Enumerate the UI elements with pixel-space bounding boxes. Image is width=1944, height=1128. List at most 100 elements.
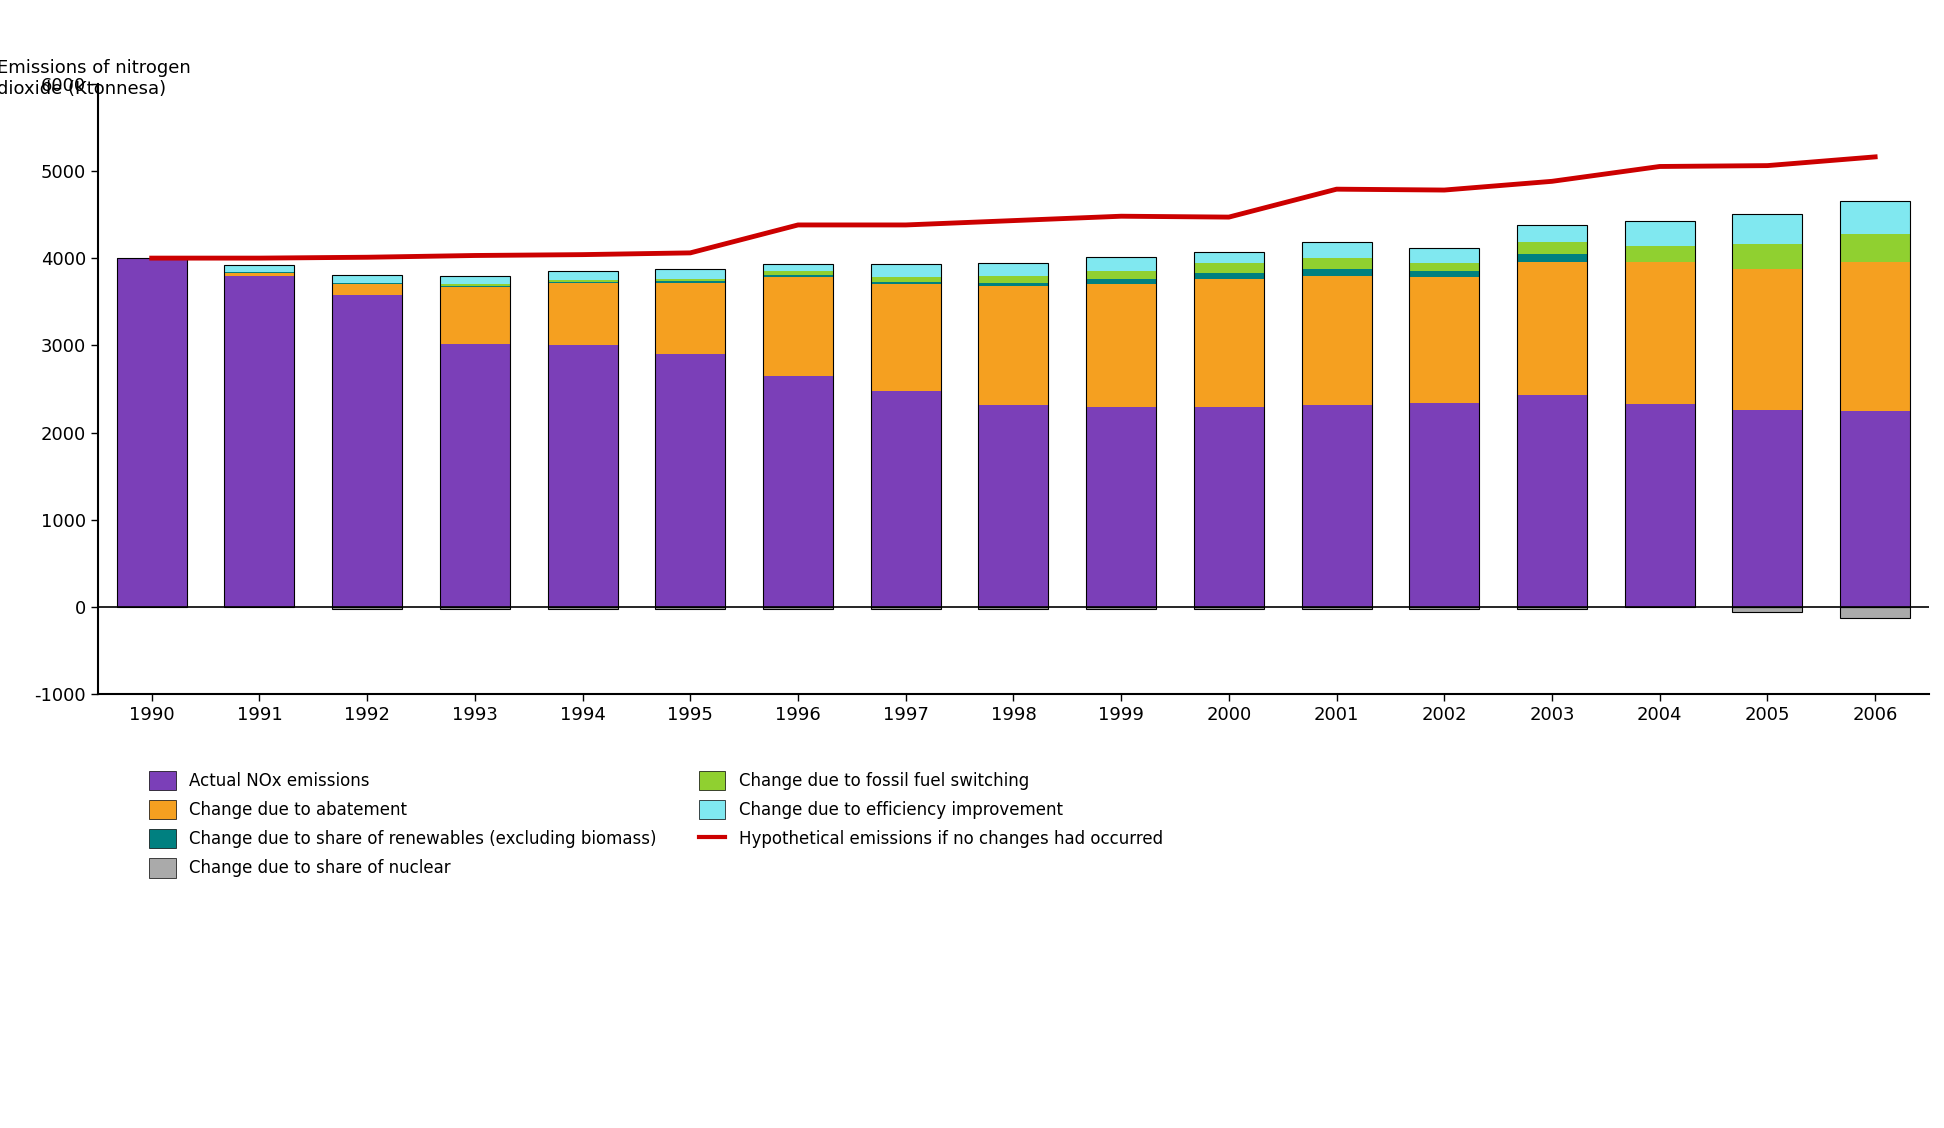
- Bar: [1841, 411, 1911, 607]
- Bar: [1087, 407, 1157, 607]
- Bar: [224, 265, 294, 607]
- Bar: [548, 282, 618, 283]
- Bar: [978, 607, 1048, 609]
- Bar: [332, 607, 402, 609]
- Bar: [1516, 607, 1586, 609]
- Bar: [1302, 243, 1372, 607]
- Bar: [762, 607, 834, 609]
- Bar: [1516, 395, 1586, 607]
- Bar: [117, 258, 187, 607]
- Bar: [1302, 258, 1372, 270]
- Bar: [655, 268, 725, 279]
- Bar: [871, 277, 941, 282]
- Bar: [224, 273, 294, 275]
- Bar: [1841, 607, 1911, 618]
- Bar: [548, 345, 618, 607]
- Bar: [871, 264, 941, 277]
- Bar: [762, 264, 834, 271]
- Bar: [1516, 241, 1586, 254]
- Bar: [978, 607, 1048, 609]
- Bar: [978, 263, 1048, 607]
- Bar: [1194, 273, 1264, 279]
- Bar: [1409, 607, 1479, 609]
- Bar: [439, 344, 509, 607]
- Bar: [1409, 277, 1479, 403]
- Bar: [117, 258, 187, 607]
- Bar: [762, 607, 834, 609]
- Bar: [1841, 201, 1911, 607]
- Bar: [224, 265, 294, 272]
- Bar: [655, 268, 725, 607]
- Bar: [1302, 405, 1372, 607]
- Bar: [1516, 607, 1586, 609]
- Bar: [439, 276, 509, 607]
- Bar: [1732, 268, 1802, 409]
- Bar: [1087, 607, 1157, 609]
- Bar: [1087, 271, 1157, 279]
- Bar: [655, 354, 725, 607]
- Bar: [1841, 263, 1911, 411]
- Bar: [978, 405, 1048, 607]
- Bar: [1194, 407, 1264, 607]
- Bar: [1516, 262, 1586, 395]
- Bar: [1409, 403, 1479, 607]
- Bar: [548, 280, 618, 282]
- Bar: [655, 281, 725, 282]
- Bar: [548, 271, 618, 280]
- Bar: [1409, 607, 1479, 609]
- Bar: [1302, 243, 1372, 258]
- Bar: [1194, 252, 1264, 263]
- Bar: [1732, 409, 1802, 607]
- Bar: [1087, 607, 1157, 609]
- Bar: [439, 607, 509, 609]
- Bar: [1194, 279, 1264, 407]
- Bar: [1087, 257, 1157, 607]
- Bar: [332, 275, 402, 282]
- Bar: [1625, 263, 1695, 404]
- Bar: [1194, 607, 1264, 609]
- Bar: [762, 275, 834, 277]
- Bar: [1732, 607, 1802, 611]
- Bar: [1841, 201, 1911, 233]
- Bar: [1625, 246, 1695, 263]
- Bar: [871, 284, 941, 390]
- Bar: [1409, 263, 1479, 271]
- Bar: [655, 279, 725, 281]
- Bar: [762, 271, 834, 275]
- Bar: [548, 271, 618, 607]
- Bar: [332, 607, 402, 609]
- Bar: [1841, 607, 1911, 618]
- Bar: [439, 276, 509, 284]
- Bar: [1302, 270, 1372, 276]
- Bar: [762, 376, 834, 607]
- Bar: [1409, 271, 1479, 277]
- Bar: [439, 287, 509, 344]
- Bar: [762, 264, 834, 607]
- Bar: [1625, 404, 1695, 607]
- Bar: [871, 264, 941, 607]
- Bar: [1841, 233, 1911, 263]
- Bar: [1625, 221, 1695, 607]
- Bar: [439, 284, 509, 287]
- Bar: [1194, 607, 1264, 609]
- Bar: [871, 282, 941, 284]
- Bar: [439, 607, 509, 609]
- Bar: [332, 284, 402, 294]
- Bar: [1516, 254, 1586, 262]
- Bar: [1409, 248, 1479, 607]
- Bar: [1302, 607, 1372, 609]
- Bar: [224, 275, 294, 607]
- Bar: [1409, 248, 1479, 263]
- Bar: [1194, 252, 1264, 607]
- Bar: [1087, 279, 1157, 284]
- Bar: [655, 282, 725, 354]
- Bar: [1087, 284, 1157, 407]
- Bar: [1194, 263, 1264, 273]
- Bar: [1302, 276, 1372, 405]
- Bar: [548, 283, 618, 345]
- Bar: [978, 287, 1048, 405]
- Bar: [548, 607, 618, 609]
- Bar: [762, 277, 834, 376]
- Bar: [871, 390, 941, 607]
- Bar: [978, 263, 1048, 276]
